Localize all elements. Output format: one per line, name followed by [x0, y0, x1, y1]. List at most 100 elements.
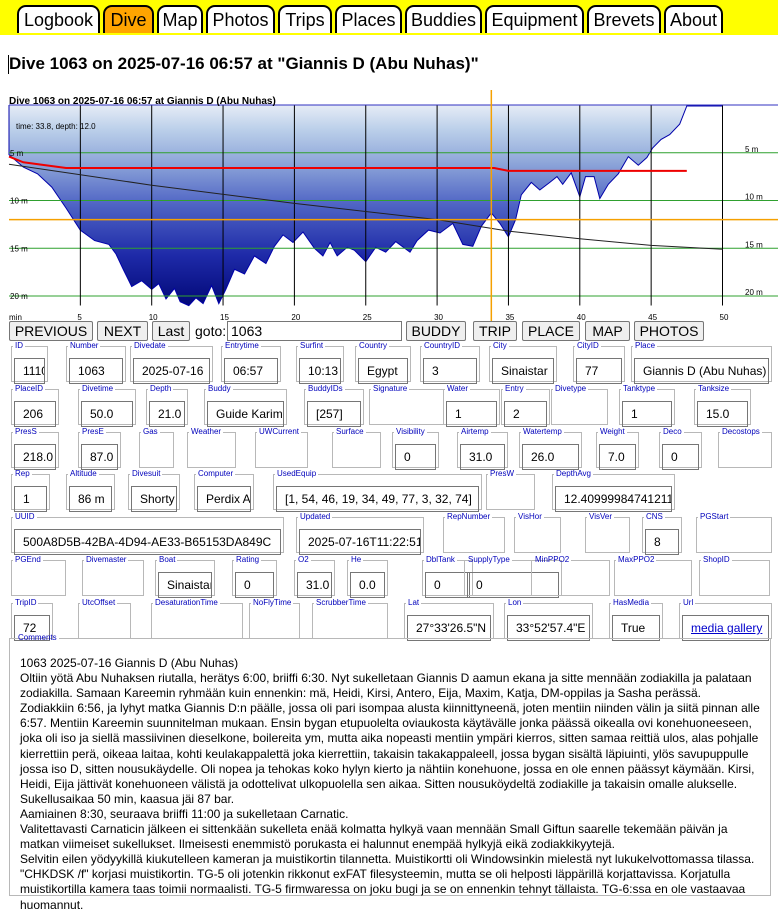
field-value-boat[interactable]: Sinaistar	[158, 572, 212, 598]
field-weather: Weather	[187, 428, 236, 468]
field-value-prese[interactable]: 87.0	[81, 444, 118, 470]
field-value-supplytype[interactable]: 0	[467, 572, 559, 598]
x-tick-label: 45	[648, 313, 657, 322]
field-label-country: Country	[359, 341, 388, 350]
field-value-lon[interactable]: 33°52'57.4"E	[507, 615, 590, 641]
field-value-usedequip[interactable]: [1, 54, 46, 19, 34, 49, 77, 3, 32, 74]	[276, 486, 479, 512]
field-value-uuid[interactable]: 500A8D5B-42BA-4D94-AE33-B65153DA849C	[14, 529, 281, 555]
field-cityid: CityID 77	[573, 341, 625, 384]
tab-buddies[interactable]: Buddies	[405, 5, 482, 33]
tab-logbook[interactable]: Logbook	[17, 5, 100, 33]
buddy-button[interactable]: BUDDY	[406, 321, 466, 341]
field-value-divesuit[interactable]: Shorty	[131, 486, 177, 512]
field-hasmedia: HasMedia True	[609, 599, 663, 641]
previous-button[interactable]: PREVIOUS	[9, 321, 93, 341]
next-button[interactable]: NEXT	[97, 321, 148, 341]
field-label-water: Water	[447, 384, 469, 393]
field-value-divedate[interactable]: 2025-07-16	[133, 358, 210, 384]
x-tick-label: 25	[363, 313, 372, 322]
tab-map[interactable]: Map	[157, 5, 203, 33]
field-value-pgend	[12, 575, 65, 597]
photos-button[interactable]: PHOTOS	[634, 321, 704, 341]
field-value-computer[interactable]: Perdix AI	[197, 486, 251, 512]
field-divetype: Divetype	[551, 385, 608, 425]
y-tick-label-left: 20 m	[10, 292, 28, 301]
field-value-hasmedia[interactable]: True	[612, 615, 660, 641]
field-label-url: Url	[683, 598, 694, 607]
field-label-cityid: CityID	[577, 341, 599, 350]
field-value-buddyids[interactable]: [257]	[307, 401, 361, 427]
field-value-depthavg[interactable]: 12.40999984741211	[555, 486, 672, 512]
field-repnumber: RepNumber	[443, 513, 505, 553]
field-value-press[interactable]: 218.0	[14, 444, 56, 470]
tab-places[interactable]: Places	[335, 5, 402, 33]
field-value-dbltank[interactable]: 0	[425, 572, 470, 598]
field-deco: Deco 0	[659, 428, 702, 470]
field-value-entry[interactable]: 2	[504, 401, 547, 427]
field-value-weather	[188, 447, 235, 469]
tab-brevets[interactable]: Brevets	[587, 5, 661, 33]
field-value-divetime[interactable]: 50.0	[81, 401, 133, 427]
media-gallery-link[interactable]: media gallery	[682, 615, 769, 641]
field-value-entrytime[interactable]: 06:57	[224, 358, 278, 384]
field-value-surfint[interactable]: 10:13	[299, 358, 341, 384]
field-value-cityid[interactable]: 77	[576, 358, 622, 384]
field-pgstart: PGStart	[696, 513, 772, 553]
map-button[interactable]: MAP	[585, 321, 630, 341]
field-value-placeid[interactable]: 206	[14, 401, 56, 427]
field-label-entry: Entry	[505, 384, 524, 393]
field-label-divemaster: Divemaster	[86, 555, 127, 564]
field-value-depth[interactable]: 21.0	[149, 401, 185, 427]
field-updated: Updated 2025-07-16T11:22:51	[296, 513, 424, 555]
field-value-city[interactable]: Sinaistar	[492, 358, 554, 384]
field-label-signature: Signature	[373, 384, 408, 393]
place-button[interactable]: PLACE	[522, 321, 580, 341]
field-label-surface: Surface	[336, 427, 364, 436]
goto-input[interactable]	[227, 321, 402, 341]
field-value-lat[interactable]: 27°33'26.5"N	[407, 615, 491, 641]
field-value-airtemp[interactable]: 31.0	[460, 444, 505, 470]
field-value-tripid[interactable]: 72	[14, 615, 50, 641]
field-label-uwcurrent: UWCurrent	[259, 427, 300, 436]
field-value-visibility[interactable]: 0	[395, 444, 436, 470]
tab-about[interactable]: About	[664, 5, 723, 33]
field-placeid: PlaceID 206	[11, 385, 59, 427]
tab-dive[interactable]: Dive	[103, 5, 154, 33]
last-button[interactable]: Last	[152, 321, 190, 341]
field-value-countryid[interactable]: 3	[423, 358, 477, 384]
field-label-city: City	[493, 341, 507, 350]
tab-trips[interactable]: Trips	[278, 5, 332, 33]
field-value-watertemp[interactable]: 26.0	[522, 444, 579, 470]
field-value-altitude[interactable]: 86 m	[69, 486, 112, 512]
field-value-buddy[interactable]: Guide Karim	[207, 401, 284, 427]
field-value-deco[interactable]: 0	[662, 444, 699, 470]
field-value-place[interactable]: Giannis D (Abu Nuhas)	[634, 358, 769, 384]
field-value-tanksize[interactable]: 15.0	[697, 401, 748, 427]
field-value-pgstart	[697, 532, 771, 554]
field-value-id[interactable]: 1110	[14, 358, 45, 384]
field-value-country[interactable]: Egypt	[358, 358, 408, 384]
field-label-countryid: CountryID	[424, 341, 461, 350]
field-value-he[interactable]: 0.0	[350, 572, 385, 598]
field-value-number[interactable]: 1063	[69, 358, 123, 384]
tab-photos[interactable]: Photos	[206, 5, 275, 33]
field-supplytype: SupplyType 0	[464, 556, 562, 598]
field-label-pgend: PGEnd	[15, 555, 41, 564]
y-tick-label-right: 15 m	[745, 240, 763, 249]
field-value-water[interactable]: 1	[446, 401, 497, 427]
field-value-rep[interactable]: 1	[14, 486, 47, 512]
x-tick-label: 30	[434, 313, 443, 322]
field-value-cns[interactable]: 8	[645, 529, 679, 555]
field-value-o2[interactable]: 31.0	[297, 572, 332, 598]
field-value-rating[interactable]: 0	[235, 572, 274, 598]
field-label-divetype: Divetype	[555, 384, 587, 393]
field-value-tanktype[interactable]: 1	[622, 401, 672, 427]
field-label-o2: O2	[298, 555, 309, 564]
tab-equipment[interactable]: Equipment	[485, 5, 584, 33]
field-value-updated[interactable]: 2025-07-16T11:22:51	[299, 529, 421, 555]
field-buddy: Buddy Guide Karim	[204, 385, 287, 427]
field-label-boat: Boat	[159, 555, 176, 564]
field-divemaster: Divemaster	[82, 556, 144, 596]
trip-button[interactable]: TRIP	[473, 321, 517, 341]
field-value-weight[interactable]: 7.0	[599, 444, 636, 470]
